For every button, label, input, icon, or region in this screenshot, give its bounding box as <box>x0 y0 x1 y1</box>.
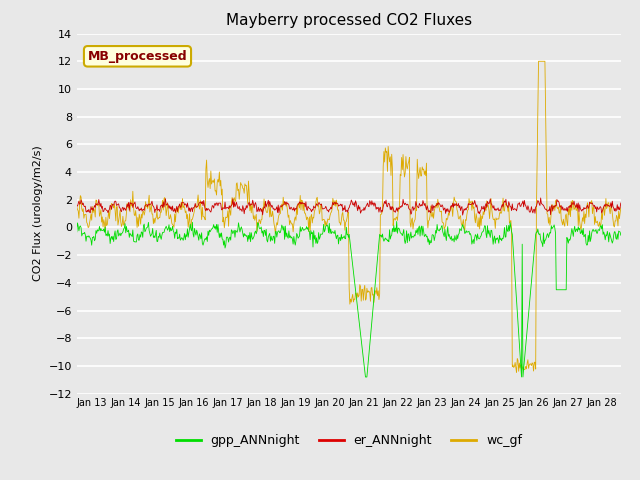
Legend: gpp_ANNnight, er_ANNnight, wc_gf: gpp_ANNnight, er_ANNnight, wc_gf <box>171 429 527 452</box>
Text: MB_processed: MB_processed <box>88 50 188 63</box>
Y-axis label: CO2 Flux (urology/m2/s): CO2 Flux (urology/m2/s) <box>33 146 43 281</box>
Title: Mayberry processed CO2 Fluxes: Mayberry processed CO2 Fluxes <box>226 13 472 28</box>
